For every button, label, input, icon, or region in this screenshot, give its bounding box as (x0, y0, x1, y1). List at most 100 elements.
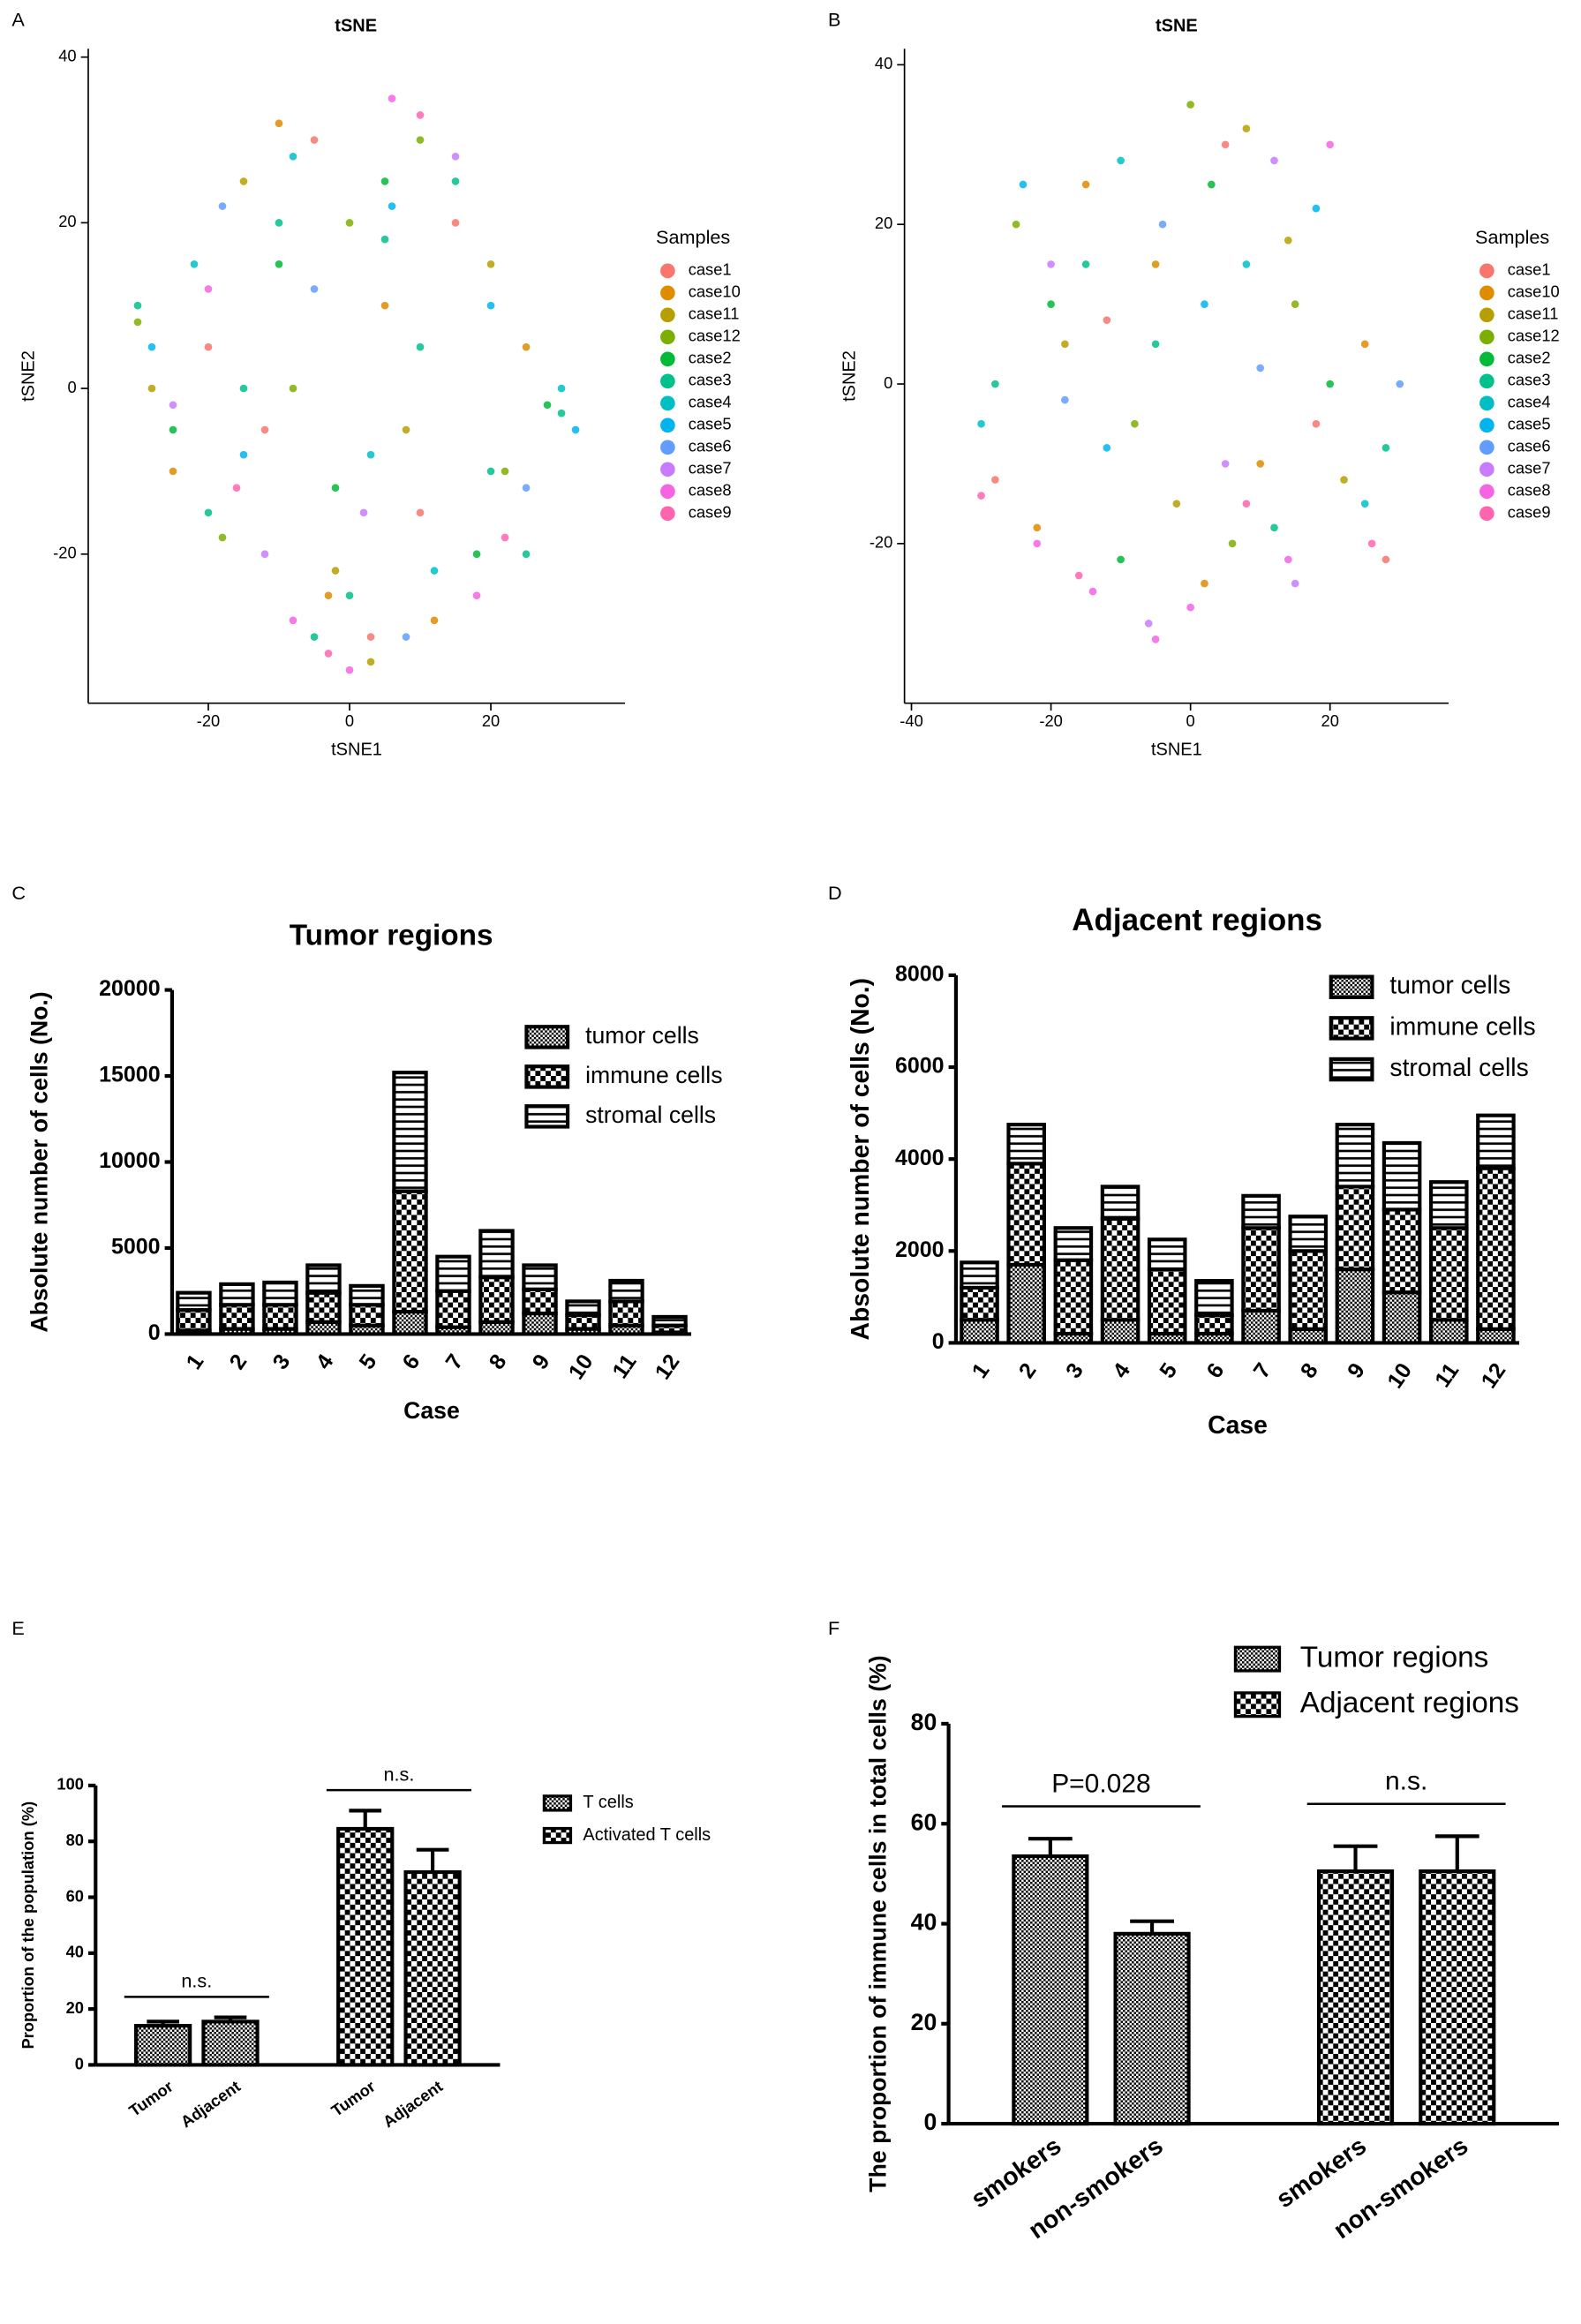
x-tick-label: 2 (1014, 1358, 1042, 1382)
bar-segment (1053, 1226, 1094, 1262)
bar (1419, 1869, 1496, 2126)
legend-swatch (660, 506, 675, 522)
y-tick-label: 20000 (99, 976, 160, 1001)
bar (134, 2024, 192, 2067)
point (366, 658, 375, 666)
legend-label: case2 (1508, 349, 1551, 367)
point (1047, 300, 1055, 308)
panel-label: F (828, 1617, 839, 1639)
bar-segment (1100, 1185, 1141, 1221)
point (416, 508, 425, 517)
point (991, 380, 999, 388)
legend-swatch (1479, 285, 1494, 301)
x-axis-label: tSNE1 (1151, 740, 1202, 759)
point (133, 318, 142, 327)
legend-swatch (660, 395, 675, 411)
x-tick-label: -20 (197, 711, 220, 730)
point (366, 633, 375, 641)
legend-swatch (1479, 417, 1494, 433)
bar (403, 1869, 462, 2067)
x-tick-label: Tumor (327, 2077, 379, 2120)
legend-swatch (660, 285, 675, 301)
chart-title: Tumor regions (290, 919, 493, 951)
point (486, 259, 495, 268)
x-tick-label: 5 (355, 1350, 382, 1374)
point (486, 301, 495, 310)
point (1242, 260, 1251, 268)
y-tick-label: 0 (932, 1329, 945, 1354)
point (1360, 340, 1369, 349)
bar-segment (1053, 1258, 1094, 1336)
x-tick-label: Adjacent (177, 2077, 244, 2132)
bar-segment (1428, 1226, 1469, 1322)
point (1131, 419, 1139, 428)
legend-label: case11 (689, 305, 740, 323)
point (1061, 340, 1069, 349)
point (275, 219, 283, 227)
y-tick-label: 20 (58, 212, 76, 230)
point (501, 533, 509, 542)
y-tick-label: 100 (56, 1775, 84, 1794)
point (310, 633, 319, 641)
legend-swatch (1479, 307, 1494, 323)
error-bar (1028, 1837, 1073, 1857)
legend-title: Samples (1475, 226, 1549, 248)
y-tick-label: -20 (53, 544, 76, 562)
bar-segment (522, 1263, 558, 1291)
point (557, 384, 566, 393)
x-tick-label: 12 (1477, 1358, 1511, 1393)
x-tick-label: 8 (1296, 1358, 1323, 1383)
y-tick-label: 6000 (895, 1054, 945, 1079)
bar-segment (1006, 1262, 1046, 1345)
y-tick-label: 0 (148, 1320, 161, 1345)
bar (1113, 1931, 1191, 2126)
annotation: n.s. (181, 1970, 212, 1992)
bar-segment (435, 1254, 471, 1293)
legend-swatch (524, 1064, 570, 1089)
y-tick-label: 40 (875, 54, 892, 72)
point (522, 342, 531, 351)
bar-segment (1335, 1267, 1375, 1345)
y-tick-label: 0 (67, 378, 76, 396)
legend-label: case4 (1508, 393, 1551, 411)
point (239, 450, 248, 459)
point (451, 219, 460, 227)
legend-label: T cells (583, 1793, 633, 1812)
point (1228, 539, 1237, 548)
point (1033, 523, 1042, 532)
legend-label: case4 (689, 393, 732, 411)
error-bar (1130, 1919, 1174, 1934)
legend-label: case1 (689, 260, 732, 279)
bar-segment (349, 1303, 385, 1327)
point (232, 484, 241, 493)
x-tick-label: 1 (967, 1358, 995, 1383)
point (1151, 340, 1160, 349)
point (451, 177, 460, 185)
bar-segment (392, 1310, 428, 1336)
bar-segment (1476, 1113, 1516, 1170)
legend-label: case1 (1508, 260, 1551, 279)
y-tick-label: 0 (75, 2054, 84, 2072)
legend-label: case11 (1508, 305, 1559, 323)
bar-segment (960, 1260, 999, 1290)
bar (336, 1826, 395, 2067)
bar-segment (392, 1189, 428, 1314)
point (169, 401, 177, 410)
point (543, 401, 552, 410)
legend-swatch (1329, 1016, 1374, 1041)
bar-segment (349, 1283, 385, 1307)
bar (201, 2019, 260, 2067)
bar-segment (565, 1299, 601, 1318)
legend-label: case6 (689, 437, 732, 455)
point (324, 650, 333, 658)
point (1186, 101, 1194, 109)
point (289, 384, 297, 393)
bar-segment (1288, 1215, 1329, 1253)
legend-label: case7 (1508, 459, 1551, 478)
point (1103, 444, 1111, 452)
point (359, 508, 368, 517)
point (289, 152, 297, 161)
point (1256, 364, 1265, 372)
point (1081, 180, 1090, 189)
